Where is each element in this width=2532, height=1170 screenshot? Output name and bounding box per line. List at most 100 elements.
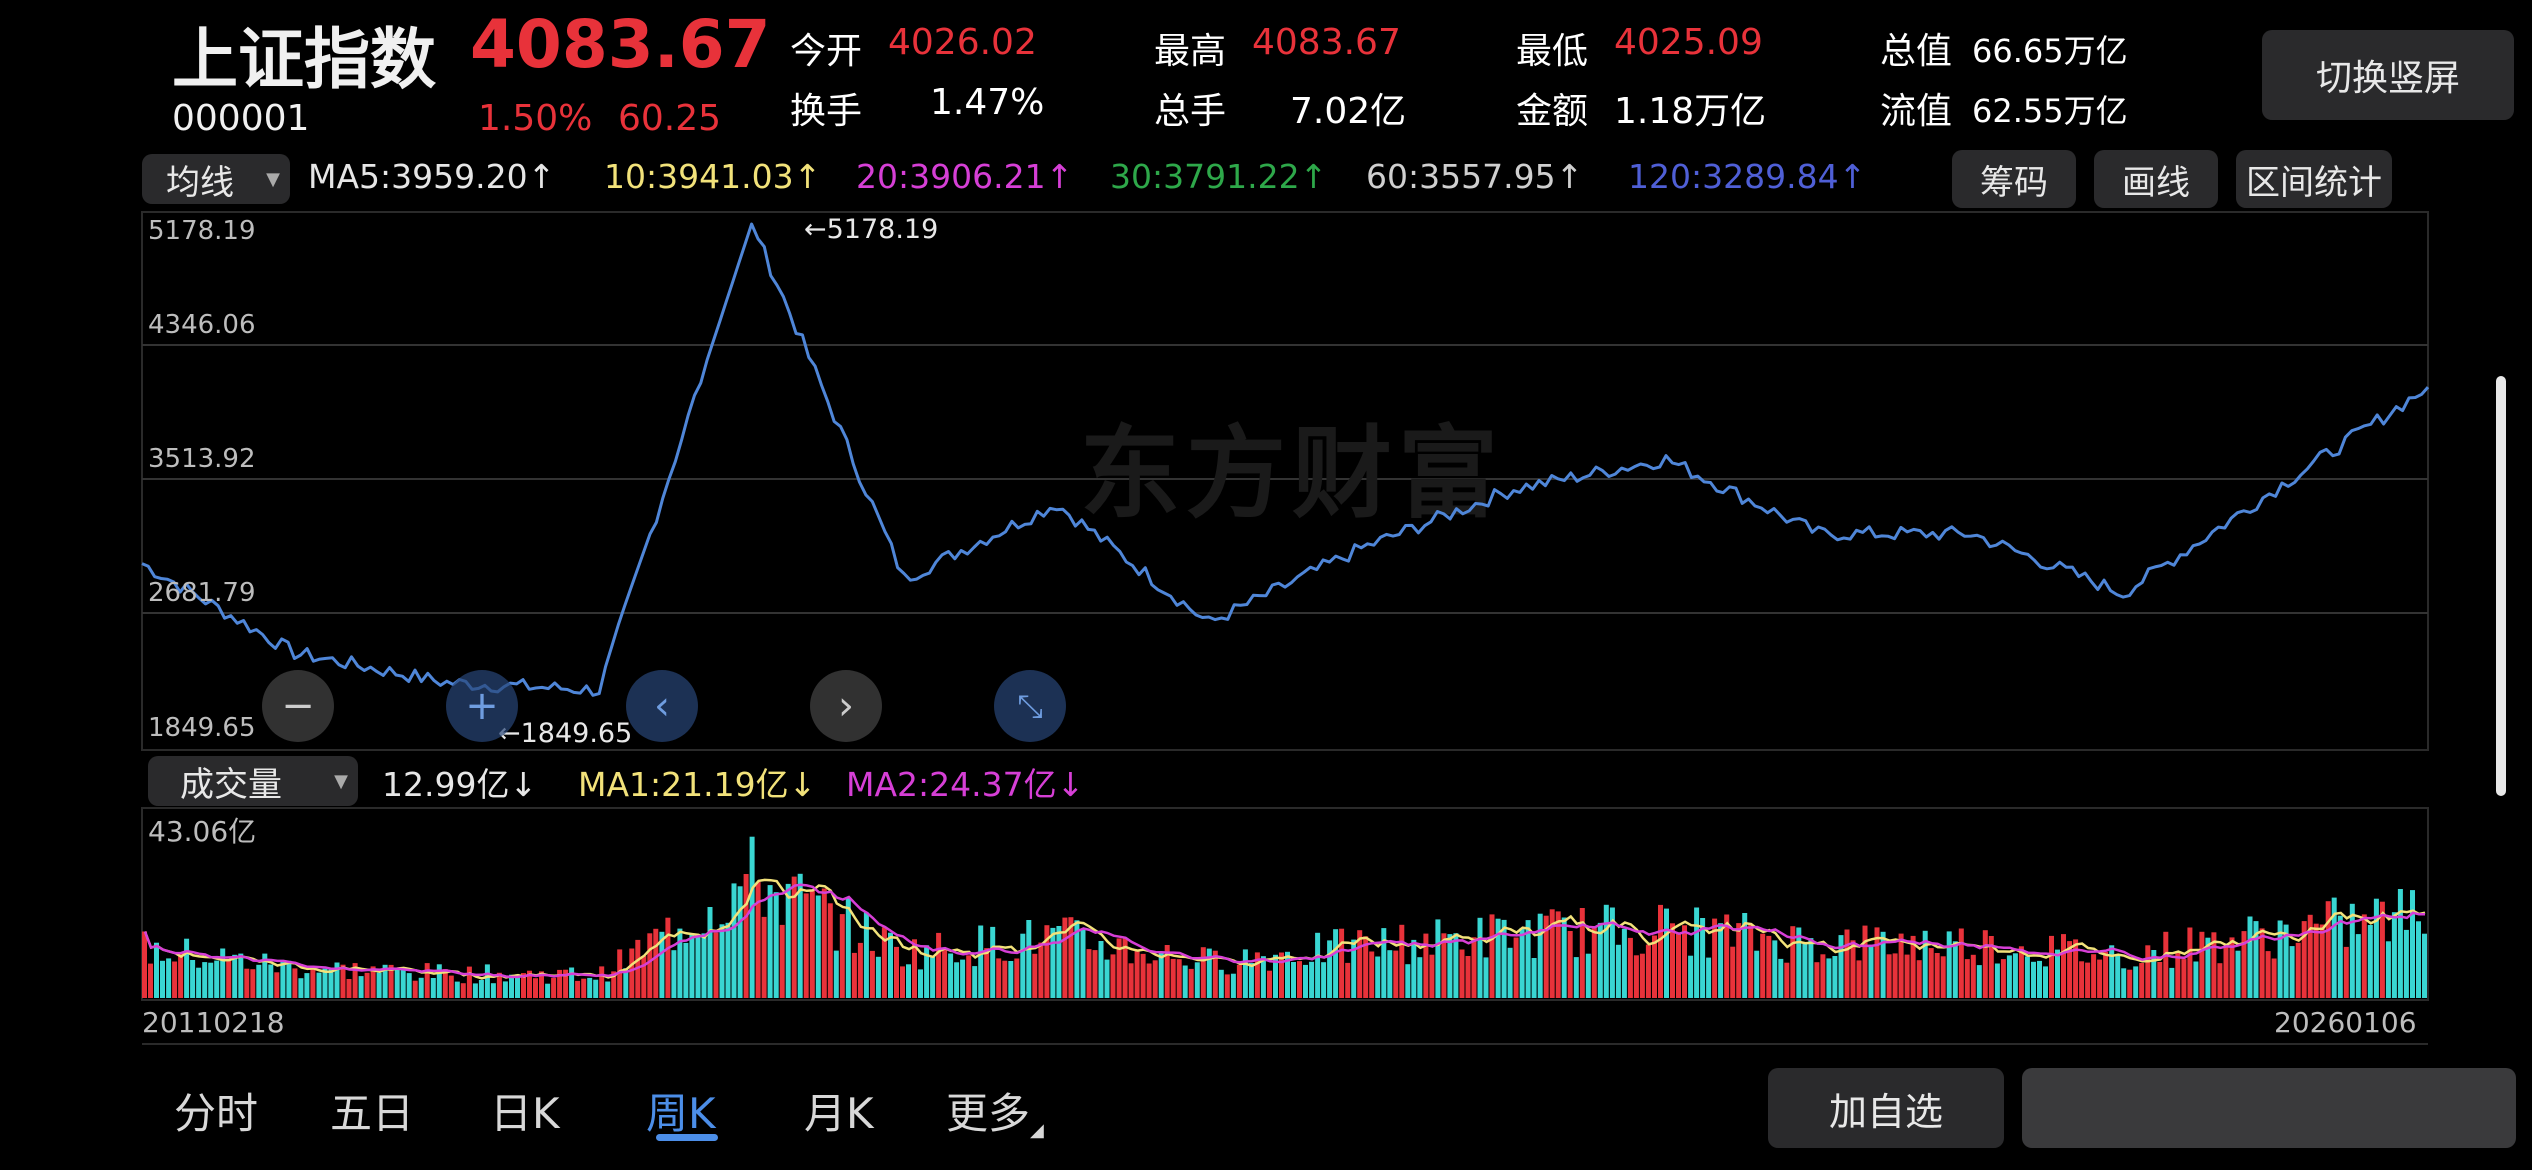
volume-bar bbox=[1940, 956, 1946, 998]
volume-bar bbox=[2235, 950, 2241, 998]
volume-bar bbox=[2043, 966, 2048, 998]
volume-bar bbox=[1008, 961, 1014, 998]
scroll-left-button[interactable]: ‹ bbox=[626, 670, 698, 742]
volume-bar bbox=[1676, 933, 1681, 998]
corner-triangle-icon: ◢ bbox=[1030, 1120, 1044, 1141]
volume-bar bbox=[1748, 924, 1754, 998]
volume-bar bbox=[1627, 937, 1633, 998]
volume-bar bbox=[845, 897, 851, 998]
volume-bar bbox=[1664, 908, 1669, 998]
volume-bar bbox=[785, 883, 791, 998]
scrollbar[interactable] bbox=[2496, 376, 2506, 796]
draw-line-button[interactable]: 画线 bbox=[2094, 150, 2218, 208]
volume-bar bbox=[1038, 942, 1044, 998]
volume-bar bbox=[1062, 917, 1068, 998]
volume-bar bbox=[2289, 946, 2295, 998]
range-stats-button[interactable]: 区间统计 bbox=[2236, 150, 2392, 208]
volume-bar bbox=[1958, 928, 1964, 998]
volume-bar bbox=[1381, 928, 1387, 998]
add-watchlist-button[interactable]: 加自选 bbox=[1768, 1068, 2004, 1148]
volume-bar bbox=[773, 892, 779, 998]
volume-bar bbox=[1020, 933, 1026, 998]
volume-ma1-value: MA1:21.19亿↓ bbox=[578, 765, 817, 804]
ma20-value: 20:3906.21↑ bbox=[856, 157, 1074, 196]
active-tab-underline bbox=[656, 1134, 718, 1141]
collapse-button[interactable]: ⤡ bbox=[994, 670, 1066, 742]
volume-bar bbox=[659, 931, 665, 998]
volume-bar bbox=[1080, 929, 1086, 998]
volume-bar bbox=[539, 971, 544, 998]
tab-monthly-k[interactable]: 月K bbox=[804, 1089, 874, 1138]
volume-bar bbox=[160, 960, 165, 998]
volume-bar bbox=[647, 933, 653, 998]
volume-bar bbox=[1760, 933, 1766, 998]
volume-bar bbox=[2097, 959, 2103, 998]
ma-selector[interactable]: 均线 ▼ bbox=[142, 154, 290, 204]
volume-bar bbox=[557, 969, 563, 998]
volume-bar bbox=[2193, 961, 2199, 998]
zoom-out-button[interactable]: − bbox=[262, 670, 334, 742]
ma5-value: MA5:3959.20↑ bbox=[308, 157, 556, 196]
volume-bar bbox=[2103, 951, 2109, 998]
chevron-left-icon: ‹ bbox=[654, 683, 670, 729]
volume-bar bbox=[148, 963, 153, 998]
switch-portrait-button[interactable]: 切换竖屏 bbox=[2262, 30, 2514, 120]
volume-bar bbox=[1964, 959, 1970, 998]
chips-button[interactable]: 筹码 bbox=[1952, 150, 2076, 208]
stat-volume-value: 7.02亿 bbox=[1290, 91, 1407, 132]
volume-bar bbox=[2271, 958, 2277, 998]
volume-bar bbox=[502, 981, 508, 998]
volume-bar bbox=[1477, 917, 1483, 998]
volume-bar bbox=[1345, 962, 1351, 998]
volume-bar bbox=[707, 907, 713, 998]
volume-bar bbox=[1176, 959, 1182, 998]
volume-bar bbox=[1200, 947, 1206, 998]
volume-bar bbox=[1417, 957, 1423, 998]
volume-bar bbox=[1850, 940, 1856, 998]
volume-bar bbox=[1742, 913, 1748, 998]
volume-bar bbox=[833, 950, 839, 998]
trade-button[interactable] bbox=[2022, 1068, 2516, 1148]
scroll-right-button[interactable]: › bbox=[810, 670, 882, 742]
volume-bar bbox=[358, 976, 364, 998]
volume-bar bbox=[2006, 955, 2012, 998]
volume-bar bbox=[1766, 935, 1772, 998]
stat-mktcap-value: 66.65万亿 bbox=[1972, 32, 2128, 70]
ma60-value: 60:3557.95↑ bbox=[1366, 157, 1584, 196]
volume-bar bbox=[1736, 923, 1742, 998]
volume-bar bbox=[671, 950, 677, 998]
zoom-in-button[interactable]: + bbox=[446, 670, 518, 742]
volume-bar bbox=[912, 939, 917, 998]
volume-bar bbox=[1026, 920, 1032, 998]
volume-bar bbox=[2079, 961, 2085, 998]
volume-bar bbox=[286, 960, 292, 998]
volume-bar bbox=[2199, 931, 2205, 998]
volume-bar bbox=[1970, 954, 1976, 998]
volume-bar bbox=[214, 960, 220, 998]
volume-bar bbox=[593, 979, 599, 998]
volume-bar bbox=[761, 916, 767, 998]
volume-bar bbox=[881, 927, 887, 998]
tab-five-day[interactable]: 五日 bbox=[330, 1089, 415, 1138]
volume-bar bbox=[334, 962, 340, 998]
volume-bar bbox=[460, 983, 466, 998]
stat-open-value: 4026.02 bbox=[888, 22, 1037, 63]
volume-bar bbox=[2031, 961, 2036, 998]
volume-bar bbox=[1375, 956, 1381, 998]
tab-daily-k[interactable]: 日K bbox=[490, 1089, 560, 1138]
volume-selector[interactable]: 成交量 ▼ bbox=[148, 756, 358, 806]
chevron-right-icon: › bbox=[838, 683, 854, 729]
volume-bar bbox=[1730, 946, 1736, 998]
volume-bar bbox=[292, 968, 298, 998]
volume-bar bbox=[418, 977, 424, 998]
volume-bar bbox=[448, 975, 454, 998]
tab-more[interactable]: 更多◢ bbox=[946, 1080, 1044, 1141]
volume-bar bbox=[2139, 963, 2145, 998]
volume-bar bbox=[1279, 952, 1284, 998]
volume-bar bbox=[298, 978, 304, 998]
tab-weekly-k[interactable]: 周K bbox=[646, 1089, 716, 1138]
tab-intraday[interactable]: 分时 bbox=[174, 1089, 259, 1138]
volume-bar bbox=[2422, 933, 2427, 998]
volume-bar bbox=[1778, 958, 1784, 998]
